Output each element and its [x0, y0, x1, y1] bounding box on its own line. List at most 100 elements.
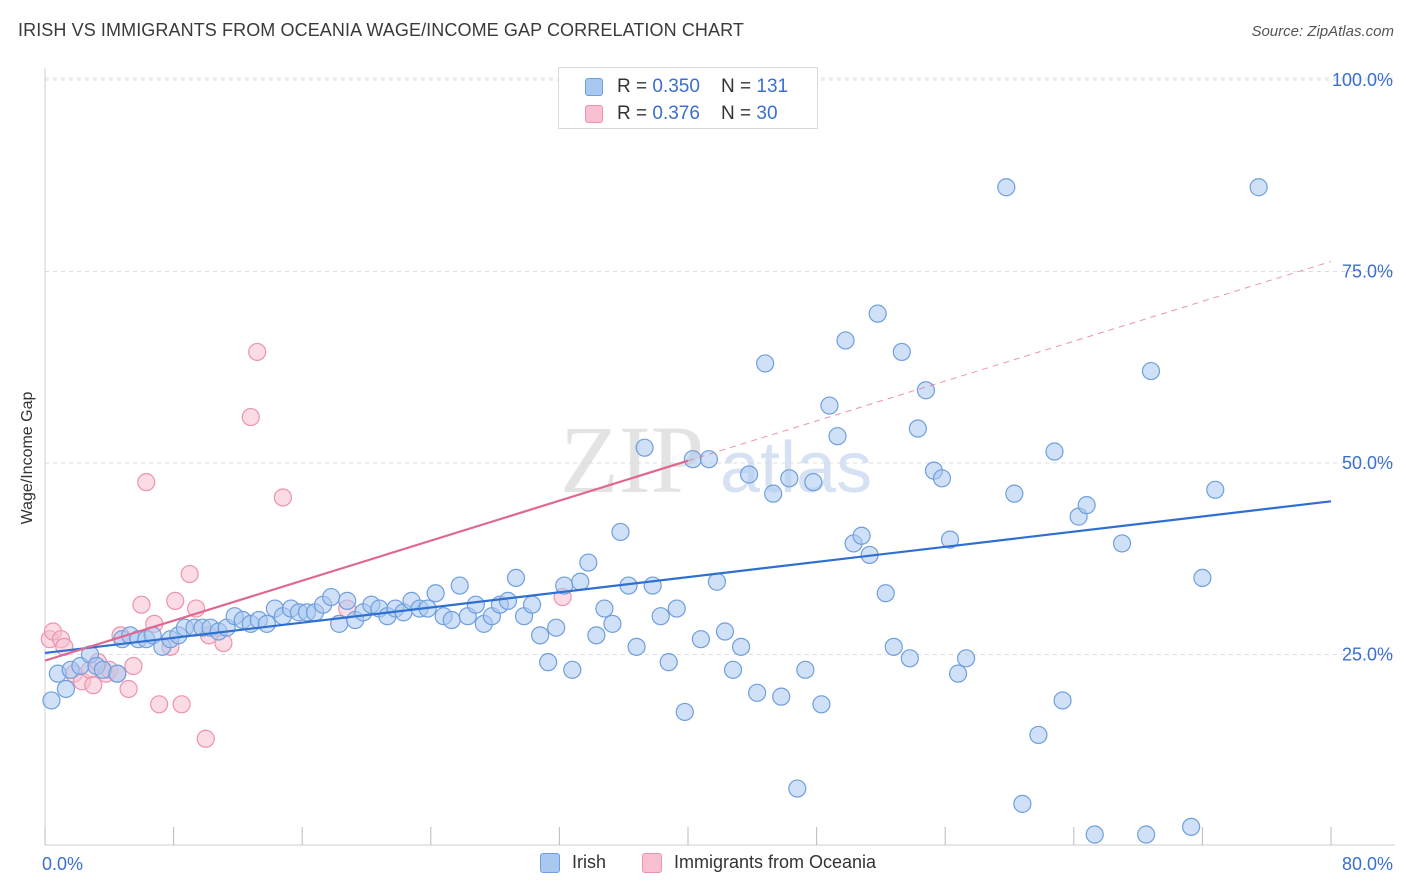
y-tick-label: 25.0%: [1342, 645, 1393, 665]
oceania-points: [40, 342, 572, 748]
irish-point: [651, 607, 670, 626]
irish-point: [948, 664, 968, 683]
irish-point: [42, 691, 61, 710]
y-tick-label: 100.0%: [1332, 70, 1393, 90]
irish-point: [956, 649, 976, 668]
irish-point: [338, 591, 357, 610]
r-value: 0.376: [652, 103, 700, 124]
irish-swatch: [585, 78, 603, 96]
y-tick-label: 50.0%: [1342, 453, 1393, 473]
r-value: 0.350: [652, 76, 700, 97]
irish-point: [884, 637, 903, 656]
oceania-point: [119, 679, 138, 699]
irish-point: [603, 614, 622, 633]
irish-point: [506, 568, 526, 588]
irish-point: [426, 584, 445, 603]
oceania-swatch: [585, 105, 603, 123]
irish-point: [611, 522, 630, 542]
oceania-point: [196, 729, 215, 748]
irish-point: [852, 526, 871, 545]
irish-point: [531, 626, 550, 645]
source-credit: Source: ZipAtlas.com: [1251, 23, 1394, 40]
irish-point: [796, 660, 815, 679]
irish-point: [1141, 361, 1161, 381]
oceania-point: [273, 488, 293, 507]
irish-point: [1077, 496, 1096, 515]
r-label: R =: [617, 103, 653, 124]
tick-labels: 25.0% 50.0% 75.0% 100.0% 0.0% 80.0%: [42, 70, 1393, 874]
irish-point: [1249, 178, 1268, 197]
irish-point: [522, 595, 542, 614]
oceania-point: [166, 591, 185, 610]
irish-point: [498, 591, 518, 610]
watermark-zip: ZIP: [560, 406, 704, 513]
irish-point: [868, 304, 887, 323]
irish-point: [707, 572, 727, 591]
irish-point: [571, 572, 590, 591]
oceania-point: [84, 676, 103, 695]
oceania-trend-line: [44, 459, 689, 662]
n-value: 30: [756, 103, 778, 124]
irish-trend-line: [44, 500, 1332, 655]
irish-point: [940, 530, 960, 549]
irish-point: [1045, 442, 1064, 461]
irish-point: [675, 702, 694, 722]
oceania-point: [172, 695, 191, 714]
irish-point: [932, 469, 952, 488]
x-tick-label-max: 80.0%: [1342, 854, 1393, 874]
irish-point: [820, 396, 839, 415]
irish-point: [723, 660, 743, 679]
irish-point: [56, 679, 75, 699]
y-tick-label: 75.0%: [1342, 262, 1393, 282]
irish-point: [756, 354, 775, 373]
irish-point: [579, 553, 598, 572]
irish-point: [635, 438, 654, 457]
correlation-legend: R = 0.350 N = 131 R = 0.376 N = 30: [558, 67, 818, 129]
irish-point: [836, 331, 855, 350]
gridlines: [45, 77, 1395, 655]
irish-point: [442, 610, 461, 630]
irish-point: [1137, 825, 1156, 844]
oceania-point: [180, 564, 199, 584]
irish-point: [659, 653, 678, 672]
irish-point: [699, 450, 718, 469]
irish-point: [108, 664, 127, 683]
irish-point: [1112, 534, 1132, 553]
oceania-point: [150, 695, 169, 714]
n-label: N =: [721, 76, 757, 97]
oceania-point: [137, 473, 156, 492]
irish-point: [1206, 480, 1225, 499]
irish-point: [1029, 725, 1048, 745]
axes: [44, 68, 1395, 846]
irish-legend-label: Irish: [572, 852, 607, 872]
oceania-point: [241, 407, 260, 427]
trend-lines: [44, 261, 1332, 662]
irish-point: [691, 630, 710, 649]
irish-point: [715, 622, 735, 641]
irish-point: [1193, 568, 1212, 588]
irish-point: [563, 660, 582, 679]
n-label: N =: [721, 103, 757, 124]
irish-point: [772, 687, 791, 706]
irish-point: [876, 584, 895, 603]
irish-point: [450, 576, 469, 595]
irish-point: [731, 637, 751, 656]
irish-point: [804, 473, 823, 492]
irish-point: [627, 637, 646, 656]
irish-point: [1182, 817, 1201, 836]
irish-point: [539, 653, 558, 672]
irish-point: [780, 469, 799, 488]
irish-point: [997, 178, 1016, 197]
oceania-trend-extension: [687, 261, 1332, 462]
irish-point: [828, 427, 847, 446]
oceania-legend-label: Immigrants from Oceania: [674, 852, 877, 872]
irish-legend-swatch: [540, 853, 560, 873]
oceania-point: [248, 342, 267, 362]
irish-point: [547, 618, 566, 637]
irish-point: [739, 465, 759, 484]
irish-point: [587, 626, 606, 645]
irish-point: [322, 587, 341, 607]
chart-title: IRISH VS IMMIGRANTS FROM OCEANIA WAGE/IN…: [18, 20, 745, 40]
oceania-point: [132, 595, 151, 614]
